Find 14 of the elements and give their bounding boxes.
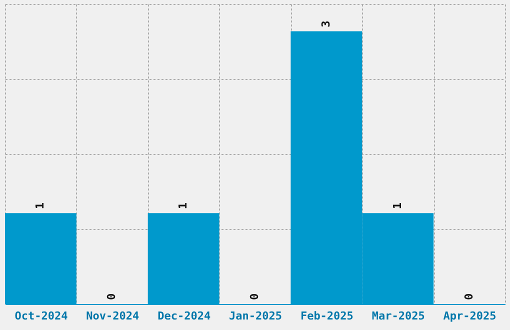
- x-tick-label: Feb-2025: [300, 310, 354, 322]
- data-label: 0: [248, 293, 261, 300]
- data-label: 0: [462, 293, 476, 300]
- x-tick-label: Nov-2024: [86, 310, 140, 322]
- data-label: 3: [319, 20, 332, 28]
- data-label: 0: [105, 293, 118, 300]
- data-label: 1: [390, 202, 404, 210]
- x-tick-label: Apr-2025: [443, 310, 496, 322]
- x-tick-label: Mar-2025: [372, 310, 425, 322]
- data-label: 1: [34, 202, 47, 210]
- data-label: 1: [176, 202, 190, 210]
- x-tick-label: Jan-2025: [229, 310, 282, 322]
- x-tick-label: Dec-2024: [158, 310, 211, 322]
- x-tick-label: Oct-2024: [14, 310, 68, 322]
